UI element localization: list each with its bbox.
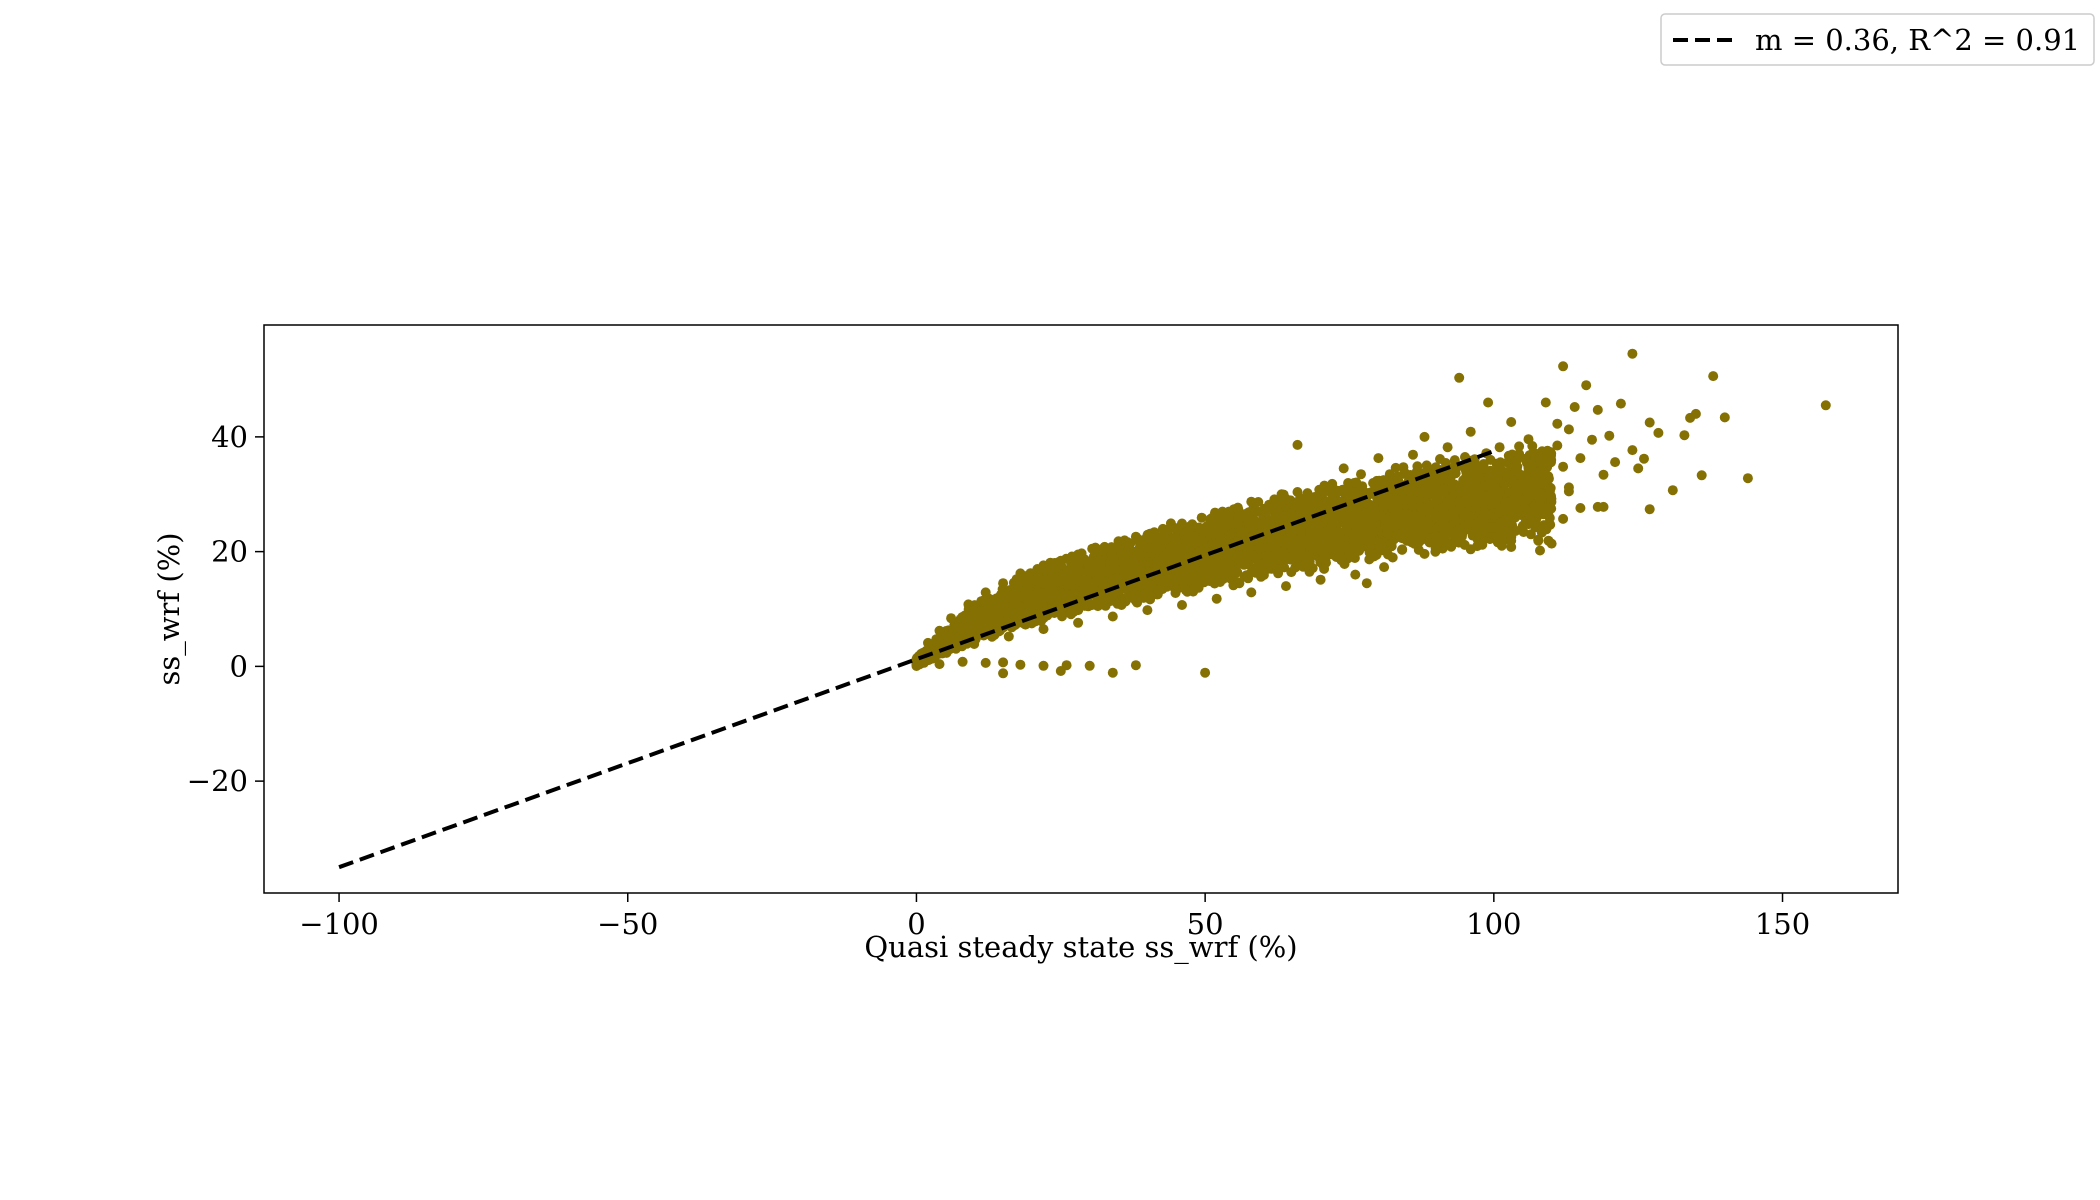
scatter-point-dense	[1487, 498, 1498, 509]
scatter-point-dense	[947, 633, 958, 644]
scatter-point-dense	[1344, 485, 1355, 496]
scatter-point-dense	[1233, 512, 1244, 523]
scatter-point-dense	[1270, 540, 1281, 550]
scatter-point-dense	[1241, 557, 1252, 568]
scatter-point-dense	[1227, 566, 1237, 576]
scatter-point-dense	[1251, 562, 1262, 573]
scatter-point-dense	[1204, 576, 1215, 586]
scatter-point-dense	[1133, 569, 1143, 580]
scatter-point-dense	[1339, 559, 1350, 569]
scatter-point-dense	[1233, 577, 1244, 588]
scatter-point-dense	[1253, 506, 1264, 517]
scatter-point-dense	[1087, 599, 1098, 610]
scatter-point-dense	[1050, 566, 1061, 577]
scatter-point-dense	[1313, 544, 1324, 555]
scatter-point-dense	[1125, 538, 1136, 549]
scatter-point-dense	[1392, 471, 1403, 482]
scatter-point-dense	[1057, 611, 1067, 622]
scatter-point-dense	[1470, 525, 1481, 536]
scatter-point-dense	[1267, 556, 1278, 567]
scatter-points	[911, 348, 1831, 679]
scatter-point-dense	[1171, 585, 1182, 596]
scatter-point-dense	[1123, 592, 1134, 603]
scatter-point-dense	[1196, 512, 1207, 523]
scatter-point-dense	[1477, 501, 1488, 512]
scatter-point-dense	[1435, 454, 1445, 464]
scatter-point-dense	[1454, 496, 1465, 507]
scatter-point-dense	[1546, 448, 1557, 459]
scatter-point-dense	[1466, 461, 1477, 472]
scatter-point-dense	[1152, 589, 1162, 600]
scatter-point-dense	[1469, 491, 1480, 502]
scatter-point-dense	[1450, 468, 1461, 479]
scatter-point-dense	[1137, 560, 1148, 571]
scatter-point-dense	[1476, 461, 1486, 472]
scatter-point-dense	[1538, 453, 1549, 464]
scatter-point-dense	[1302, 560, 1313, 570]
scatter-point-dense	[1425, 508, 1436, 519]
scatter-point-dense	[1397, 544, 1408, 555]
scatter-point-dense	[1375, 510, 1386, 521]
scatter-point-dense	[1486, 532, 1497, 543]
scatter-point-dense	[1351, 477, 1362, 488]
scatter-point-dense	[1185, 539, 1196, 550]
scatter-point-dense	[1189, 567, 1200, 578]
scatter-point-dense	[1465, 484, 1475, 494]
scatter-point-dense	[1066, 609, 1076, 620]
scatter-point-dense	[1383, 549, 1393, 560]
scatter-point-dense	[1456, 506, 1467, 517]
scatter-point-dense	[1490, 473, 1501, 484]
scatter-point-dense	[1515, 470, 1526, 481]
scatter-point-dense	[1272, 564, 1283, 575]
scatter-point-dense	[998, 588, 1009, 599]
scatter-point-dense	[1030, 575, 1040, 586]
scatter-point-dense	[1108, 574, 1119, 585]
scatter-point-dense	[1319, 563, 1330, 574]
scatter-point-dense	[1093, 554, 1104, 565]
scatter-point-dense	[1249, 515, 1260, 526]
scatter-point-dense	[1508, 477, 1518, 488]
scatter-point-dense	[1431, 495, 1441, 506]
scatter-point-dense	[1205, 520, 1215, 531]
scatter-point-dense	[1546, 493, 1557, 504]
scatter-point-dense	[1448, 505, 1459, 516]
scatter-point-dense	[1423, 489, 1433, 500]
scatter-point-dense	[1324, 495, 1335, 506]
scatter-point-dense	[1538, 520, 1549, 531]
scatter-point-dense	[1533, 535, 1544, 546]
scatter-point-dense	[1239, 571, 1250, 582]
scatter-point-dense	[1423, 499, 1434, 510]
scatter-point-dense	[1286, 567, 1297, 578]
scatter-point-dense	[1116, 600, 1127, 610]
scatter-point-dense	[1493, 463, 1504, 474]
scatter-point-dense	[1009, 609, 1019, 620]
scatter-point-dense	[1525, 529, 1536, 540]
scatter-point-dense	[1537, 461, 1548, 472]
scatter-point-dense	[1503, 450, 1514, 461]
scatter-point-dense	[1180, 585, 1191, 596]
scatter-point-dense	[1310, 517, 1321, 528]
scatter-point-dense	[1364, 554, 1375, 565]
scatter-point-dense	[1300, 551, 1311, 562]
scatter-point-dense	[1138, 551, 1149, 562]
scatter-point-dense	[1407, 511, 1418, 522]
scatter-point-dense	[1151, 540, 1162, 551]
scatter-point-dense	[1345, 550, 1356, 561]
scatter-point-dense	[1412, 461, 1423, 472]
scatter-point-dense	[1394, 498, 1405, 509]
scatter-point-dense	[1314, 484, 1325, 495]
scatter-point-dense	[1465, 517, 1476, 528]
scatter-point-dense	[1391, 530, 1402, 541]
scatter-point-dense	[1415, 510, 1426, 521]
scatter-point-dense	[1281, 494, 1292, 505]
